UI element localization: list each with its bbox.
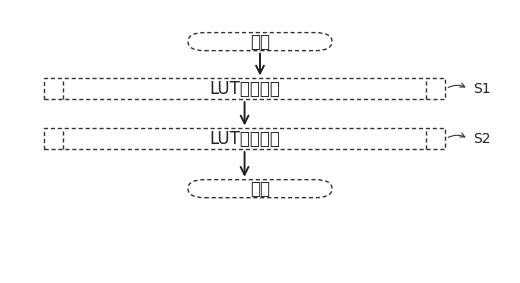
FancyBboxPatch shape [188,33,332,51]
Text: LUT生成処理: LUT生成処理 [209,80,280,98]
Bar [44,78,445,99]
Bar [44,128,445,149]
Text: S1: S1 [474,82,491,96]
Text: 開始: 開始 [250,33,270,51]
Text: S2: S2 [474,132,491,146]
Text: 終了: 終了 [250,180,270,198]
Text: LUT補正処理: LUT補正処理 [209,130,280,148]
FancyBboxPatch shape [188,180,332,198]
